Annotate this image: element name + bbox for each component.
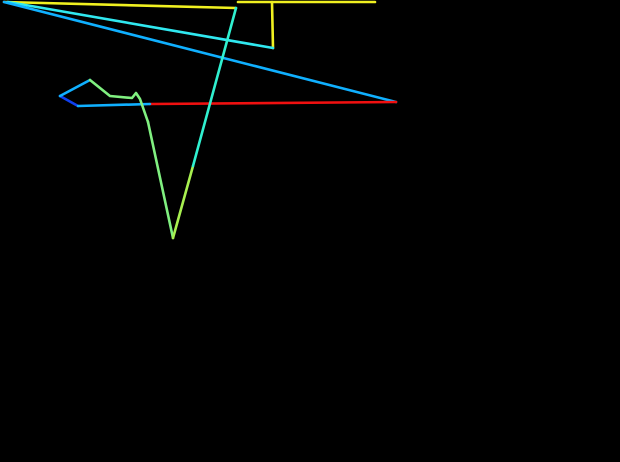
left-hook-lower: [58, 94, 80, 108]
v-right-arm-upper: [191, 6, 238, 168]
upper-diagonal: [6, 0, 275, 50]
left-base-line: [76, 102, 152, 108]
horizontal-line: [148, 100, 398, 106]
v-right-arm: [171, 164, 195, 240]
squiggle: [88, 78, 150, 124]
short-vertical: [270, 0, 275, 50]
long-diagonal: [2, 0, 398, 104]
v-left-arm: [146, 120, 175, 240]
top-left-diagonal: [2, 0, 238, 10]
left-hook-upper: [58, 78, 92, 98]
